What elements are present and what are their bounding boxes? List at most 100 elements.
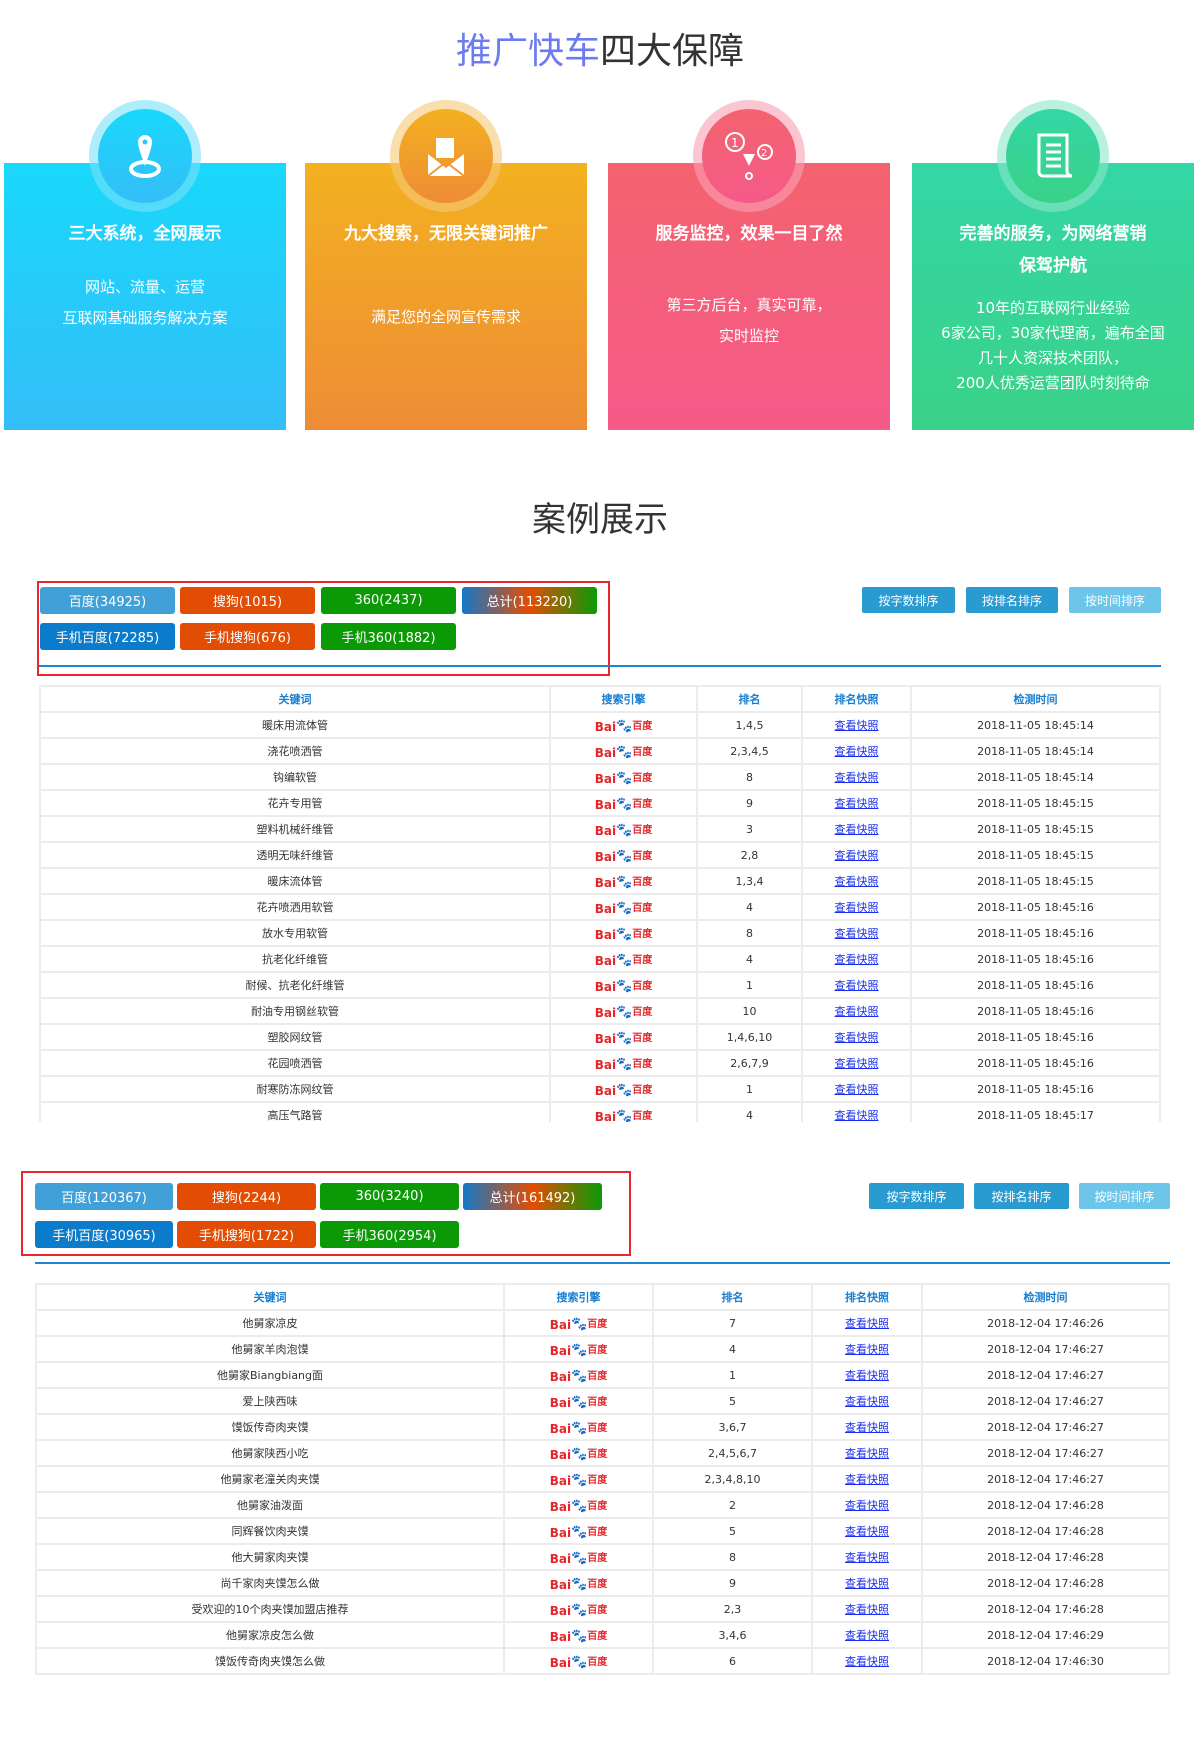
search-engine-cell: Bai 🐾 百度	[503, 1491, 654, 1519]
rank-cell: 8	[696, 919, 803, 947]
baidu-paw-icon: 🐾	[571, 1654, 588, 1670]
check-time-cell: 2018-11-05 18:45:14	[910, 763, 1161, 791]
view-snapshot-link[interactable]: 查看快照	[834, 927, 879, 940]
stat-mobile-360-button[interactable]: 手机360(1882)	[321, 623, 456, 650]
keyword-cell: 他舅家凉皮怎么做	[35, 1621, 505, 1649]
view-snapshot-link[interactable]: 查看快照	[845, 1577, 889, 1590]
view-snapshot-link[interactable]: 查看快照	[845, 1369, 889, 1382]
view-snapshot-link[interactable]: 查看快照	[834, 953, 879, 966]
view-snapshot-link[interactable]: 查看快照	[845, 1603, 889, 1616]
stat-baidu-button[interactable]: 百度(34925)	[40, 587, 175, 614]
check-time-cell: 2018-12-04 17:46:27	[921, 1465, 1170, 1493]
view-snapshot-link[interactable]: 查看快照	[834, 875, 879, 888]
baidu-paw-icon: 🐾	[571, 1368, 588, 1384]
stat-sogou-button[interactable]: 搜狗(2244)	[177, 1183, 316, 1210]
baidu-logo: Bai 🐾 百度	[594, 1004, 653, 1020]
search-engine-cell: Bai 🐾 百度	[549, 815, 698, 843]
baidu-paw-icon: 🐾	[616, 952, 633, 968]
check-time-cell: 2018-12-04 17:46:27	[921, 1361, 1170, 1389]
view-snapshot-link[interactable]: 查看快照	[834, 745, 879, 758]
snapshot-cell: 查看快照	[811, 1309, 923, 1337]
rank-cell: 6	[652, 1647, 813, 1675]
view-snapshot-link[interactable]: 查看快照	[834, 1057, 879, 1070]
search-engine-cell: Bai 🐾 百度	[549, 1049, 698, 1077]
stat-360-button[interactable]: 360(2437)	[321, 587, 456, 614]
stat-360-button[interactable]: 360(3240)	[320, 1183, 459, 1210]
table-row: 耐候、抗老化纤维管 Bai 🐾 百度 1 查看快照 2018-11-05 18:45:16	[39, 971, 1161, 999]
keyword-cell: 花卉喷洒用软管	[39, 893, 551, 921]
snapshot-cell: 查看快照	[801, 711, 912, 739]
baidu-paw-icon: 🐾	[616, 718, 633, 734]
view-snapshot-link[interactable]: 查看快照	[834, 823, 879, 836]
sort-by-rank-button[interactable]: 按排名排序	[966, 587, 1058, 613]
stat-mobile-baidu-button[interactable]: 手机百度(30965)	[35, 1221, 173, 1248]
view-snapshot-link[interactable]: 查看快照	[845, 1447, 889, 1460]
snapshot-cell: 查看快照	[801, 1023, 912, 1051]
view-snapshot-link[interactable]: 查看快照	[845, 1343, 889, 1356]
sort-by-length-button[interactable]: 按字数排序	[869, 1183, 964, 1209]
view-snapshot-link[interactable]: 查看快照	[834, 901, 879, 914]
snapshot-cell: 查看快照	[801, 1075, 912, 1103]
stat-total-button[interactable]: 总计(161492)	[463, 1183, 602, 1210]
search-engine-cell: Bai 🐾 百度	[503, 1309, 654, 1337]
search-engine-cell: Bai 🐾 百度	[549, 737, 698, 765]
baidu-paw-icon: 🐾	[571, 1602, 588, 1618]
rank-cell: 3	[696, 815, 803, 843]
view-snapshot-link[interactable]: 查看快照	[845, 1551, 889, 1564]
view-snapshot-link[interactable]: 查看快照	[845, 1655, 889, 1668]
search-engine-cell: Bai 🐾 百度	[549, 711, 698, 739]
stat-sogou-button[interactable]: 搜狗(1015)	[180, 587, 315, 614]
view-snapshot-link[interactable]: 查看快照	[834, 1083, 879, 1096]
baidu-paw-icon: 🐾	[616, 1108, 633, 1123]
check-time-cell: 2018-11-05 18:45:15	[910, 841, 1161, 869]
baidu-paw-icon: 🐾	[616, 744, 633, 760]
search-engine-cell: Bai 🐾 百度	[503, 1413, 654, 1441]
sort-by-time-button[interactable]: 按时间排序	[1069, 587, 1161, 613]
view-snapshot-link[interactable]: 查看快照	[834, 797, 879, 810]
view-snapshot-link[interactable]: 查看快照	[845, 1629, 889, 1642]
baidu-logo: Bai 🐾 百度	[549, 1472, 608, 1488]
baidu-logo: Bai 🐾 百度	[594, 1030, 653, 1046]
stat-mobile-360-button[interactable]: 手机360(2954)	[320, 1221, 459, 1248]
rank-cell: 3,4,6	[652, 1621, 813, 1649]
rank-cell: 2,3,4,5	[696, 737, 803, 765]
stat-baidu-button[interactable]: 百度(120367)	[35, 1183, 173, 1210]
rank-cell: 2,3	[652, 1595, 813, 1623]
view-snapshot-link[interactable]: 查看快照	[834, 849, 879, 862]
view-snapshot-link[interactable]: 查看快照	[845, 1317, 889, 1330]
baidu-logo: Bai 🐾 百度	[594, 744, 653, 760]
rank-cell: 4	[696, 1101, 803, 1122]
stat-total-button[interactable]: 总计(113220)	[462, 587, 597, 614]
search-engine-cell: Bai 🐾 百度	[549, 1023, 698, 1051]
rank-cell: 2,4,5,6,7	[652, 1439, 813, 1467]
search-engine-cell: Bai 🐾 百度	[503, 1465, 654, 1493]
sort-by-rank-button[interactable]: 按排名排序	[974, 1183, 1069, 1209]
check-time-cell: 2018-11-05 18:45:14	[910, 737, 1161, 765]
view-snapshot-link[interactable]: 查看快照	[834, 1005, 879, 1018]
baidu-paw-icon: 🐾	[616, 978, 633, 994]
stat-mobile-sogou-button[interactable]: 手机搜狗(676)	[180, 623, 315, 650]
view-snapshot-link[interactable]: 查看快照	[834, 771, 879, 784]
keyword-cell: 馍饭传奇肉夹馍怎么做	[35, 1647, 505, 1675]
view-snapshot-link[interactable]: 查看快照	[845, 1395, 889, 1408]
baidu-logo: Bai 🐾 百度	[594, 874, 653, 890]
view-snapshot-link[interactable]: 查看快照	[845, 1525, 889, 1538]
view-snapshot-link[interactable]: 查看快照	[845, 1473, 889, 1486]
snapshot-cell: 查看快照	[811, 1361, 923, 1389]
stat-mobile-sogou-button[interactable]: 手机搜狗(1722)	[177, 1221, 316, 1248]
rank-cell: 8	[696, 763, 803, 791]
rank-cell: 1,4,6,10	[696, 1023, 803, 1051]
sort-by-length-button[interactable]: 按字数排序	[862, 587, 955, 613]
check-time-cell: 2018-11-05 18:45:16	[910, 1075, 1161, 1103]
sort-by-time-button[interactable]: 按时间排序	[1079, 1183, 1170, 1209]
view-snapshot-link[interactable]: 查看快照	[845, 1499, 889, 1512]
view-snapshot-link[interactable]: 查看快照	[834, 979, 879, 992]
view-snapshot-link[interactable]: 查看快照	[834, 1031, 879, 1044]
baidu-logo: Bai 🐾 百度	[594, 796, 653, 812]
rank-cell: 1	[652, 1361, 813, 1389]
view-snapshot-link[interactable]: 查看快照	[834, 1109, 879, 1122]
view-snapshot-link[interactable]: 查看快照	[834, 719, 879, 732]
stat-mobile-baidu-button[interactable]: 手机百度(72285)	[40, 623, 175, 650]
view-snapshot-link[interactable]: 查看快照	[845, 1421, 889, 1434]
